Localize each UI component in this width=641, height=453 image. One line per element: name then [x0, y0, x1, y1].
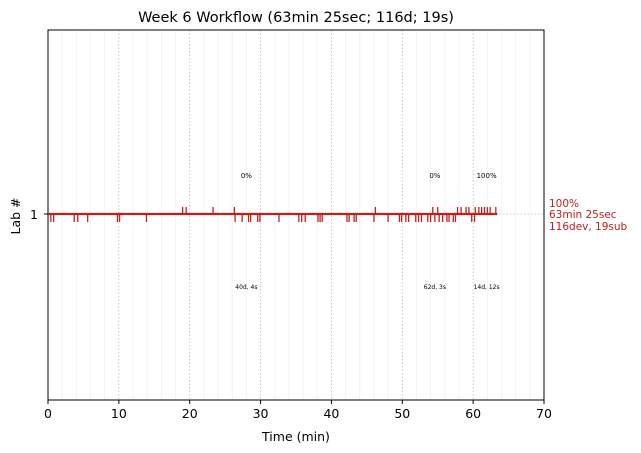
- stage-progress-label: 0%: [429, 172, 440, 180]
- stage-count-label: 14d, 12s: [474, 284, 500, 291]
- summary-duration: 63min 25sec: [549, 209, 617, 221]
- stage-progress-label: 100%: [477, 172, 497, 180]
- x-tick-label: 60: [465, 406, 481, 421]
- summary-counts: 116dev, 19sub: [549, 221, 628, 233]
- y-tick-label-1: 1: [30, 207, 38, 222]
- summary-block: 100% 63min 25sec 116dev, 19sub: [549, 198, 628, 233]
- x-tick-label: 50: [394, 406, 410, 421]
- x-tick-label: 40: [323, 406, 339, 421]
- summary-percent: 100%: [549, 198, 579, 210]
- x-tick-label: 20: [182, 406, 198, 421]
- event-marks: [50, 207, 497, 222]
- x-tick-label: 70: [536, 406, 552, 421]
- x-tick-label: 30: [253, 406, 269, 421]
- x-tick-label: 0: [44, 406, 52, 421]
- stage-progress-label: 0%: [241, 172, 252, 180]
- x-axis-label: Time (min): [261, 429, 330, 444]
- y-axis-label: Lab #: [8, 197, 23, 234]
- chart-title: Week 6 Workflow (63min 25sec; 116d; 19s): [138, 10, 454, 26]
- stage-count-label: 62d, 3s: [424, 284, 446, 291]
- x-tick-label: 10: [111, 406, 127, 421]
- stage-count-label: 40d, 4s: [235, 284, 257, 291]
- stage-annotations: 0% 40d, 4s 0% 62d, 3s 100% 14d, 12s: [235, 172, 499, 291]
- x-axis: 0 10 20 30 40 50 60 70: [44, 400, 552, 421]
